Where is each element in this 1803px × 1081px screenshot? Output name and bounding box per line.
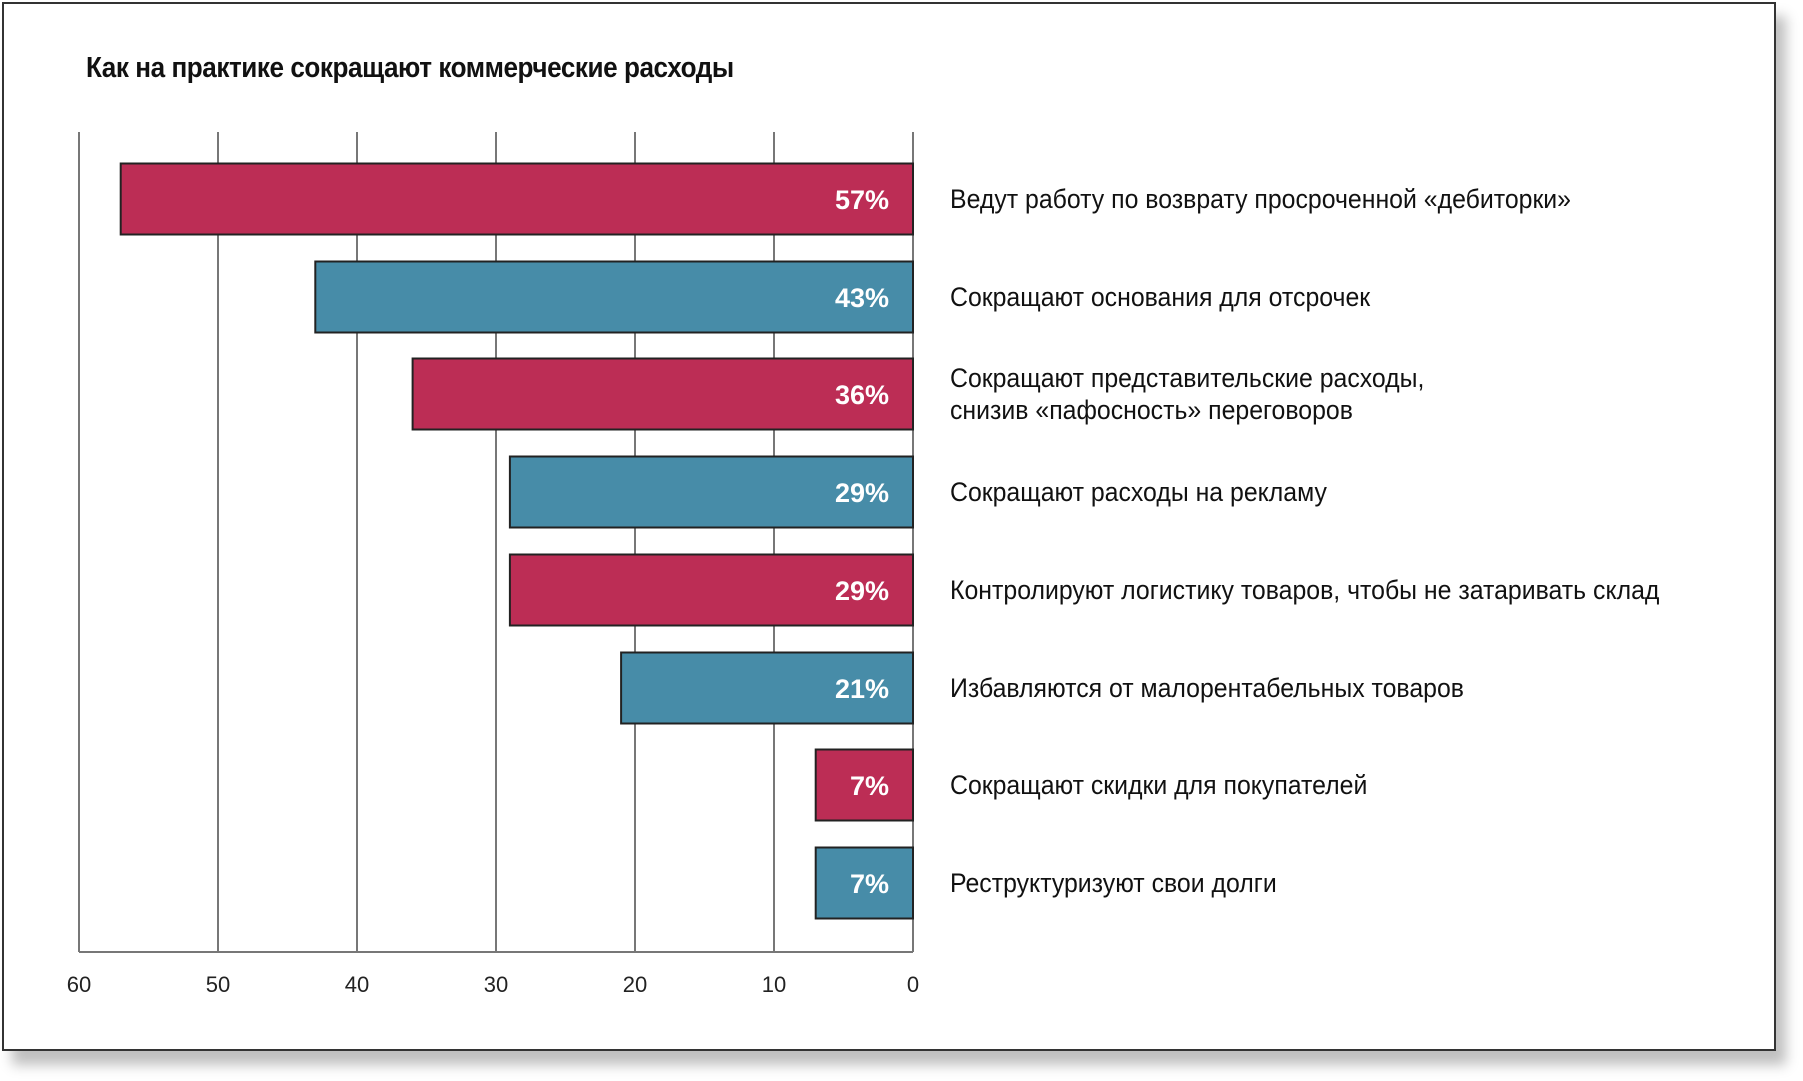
bar-value-label: 29% bbox=[835, 478, 889, 508]
category-label: Сокращают основания для отсрочек bbox=[950, 282, 1371, 312]
category-label: Сокращают представительские расходы, сни… bbox=[950, 363, 1425, 425]
bar bbox=[620, 651, 914, 725]
bar bbox=[814, 748, 915, 822]
bar-value-label: 21% bbox=[835, 674, 889, 704]
category-label: Избавляются от малорентабельных товаров bbox=[950, 673, 1464, 703]
bar-value-label: 43% bbox=[835, 283, 889, 313]
x-tick-label: 0 bbox=[907, 972, 919, 997]
bar-value-label: 29% bbox=[835, 576, 889, 606]
bar-value-label: 57% bbox=[835, 185, 889, 215]
x-tick-label: 40 bbox=[345, 972, 369, 997]
category-label: Ведут работу по возврату просроченной «д… bbox=[950, 184, 1571, 214]
x-tick-label: 50 bbox=[206, 972, 230, 997]
x-tick-label: 30 bbox=[484, 972, 508, 997]
chart-title: Как на практике сокращают коммерческие р… bbox=[86, 52, 734, 84]
category-label: Контролируют логистику товаров, чтобы не… bbox=[950, 575, 1660, 605]
bar bbox=[314, 260, 914, 334]
bar-value-label: 7% bbox=[850, 771, 889, 801]
bar bbox=[119, 162, 914, 236]
category-label: Реструктуризуют свои долги bbox=[950, 868, 1277, 898]
x-tick-label: 20 bbox=[623, 972, 647, 997]
category-label: Сокращают скидки для покупателей bbox=[950, 770, 1368, 800]
bar-value-label: 36% bbox=[835, 380, 889, 410]
x-tick-label: 60 bbox=[67, 972, 91, 997]
bar bbox=[508, 455, 914, 529]
category-label: Сокращают расходы на рекламу bbox=[950, 477, 1327, 507]
bar bbox=[508, 553, 914, 627]
bar bbox=[814, 846, 915, 920]
x-tick-label: 10 bbox=[762, 972, 786, 997]
bar-value-label: 7% bbox=[850, 869, 889, 899]
bar bbox=[411, 357, 914, 431]
